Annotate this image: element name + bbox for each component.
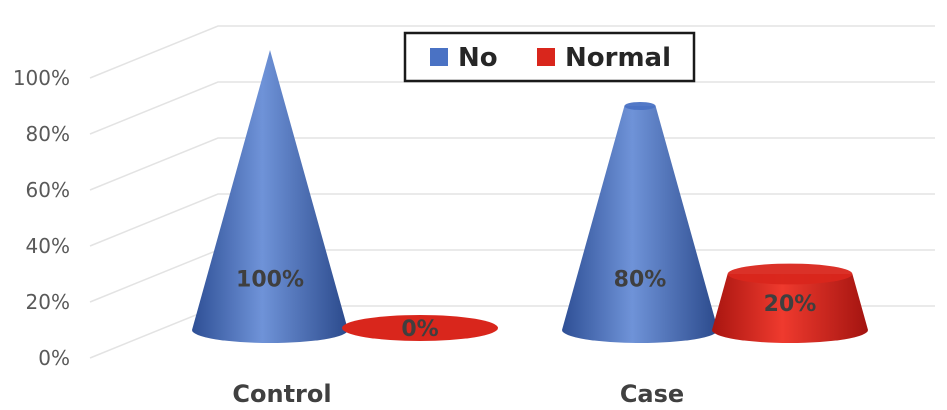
bar-no-case	[562, 102, 718, 343]
data-label: 0%	[401, 317, 438, 342]
legend-swatch-normal	[537, 48, 555, 66]
y-tick-label: 0%	[38, 346, 70, 370]
y-tick-label: 60%	[26, 178, 70, 202]
y-tick-label: 80%	[26, 122, 70, 146]
x-category-label: Control	[232, 380, 331, 408]
gridline	[89, 25, 935, 79]
gridline	[89, 193, 935, 247]
y-axis-ticks: 0% 20% 40% 60% 80% 100%	[13, 66, 70, 370]
legend: No Normal	[403, 31, 696, 83]
bar-no-control	[192, 50, 348, 343]
x-axis-categories: Control Case	[232, 380, 684, 408]
data-label: 80%	[614, 268, 667, 293]
legend-label-no: No	[458, 43, 498, 73]
y-tick-label: 100%	[13, 66, 70, 90]
bar-normal-control	[342, 315, 498, 341]
bar-normal-case	[712, 263, 868, 343]
gridline	[89, 81, 935, 135]
data-label: 20%	[764, 292, 817, 317]
legend-label-normal: Normal	[565, 43, 671, 73]
y-tick-label: 40%	[26, 234, 70, 258]
gridline	[89, 137, 935, 191]
data-label: 100%	[236, 268, 304, 293]
x-category-label: Case	[620, 380, 684, 408]
data-labels: 100% 0% 80% 20%	[236, 268, 816, 343]
bars	[192, 50, 868, 343]
legend-swatch-no	[430, 48, 448, 66]
y-tick-label: 20%	[26, 290, 70, 314]
